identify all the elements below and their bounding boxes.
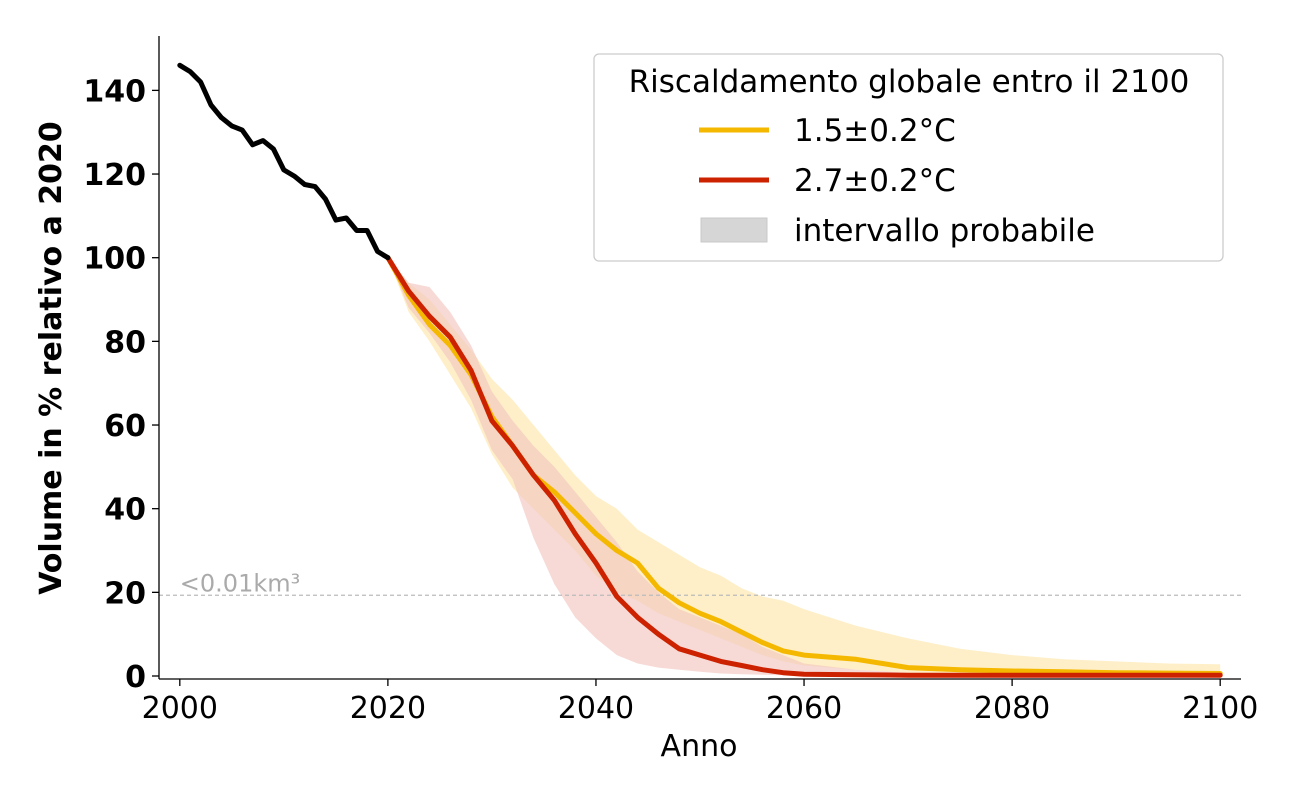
legend-frame	[593, 53, 1224, 262]
series-lines	[177, 62, 1223, 678]
y-axis-title: Volume in % relativo a 2020	[34, 121, 69, 595]
y-tick-label: 100	[83, 242, 146, 277]
y-ticks: 0 20 40 60 80 100 120 140	[83, 74, 159, 695]
x-tick-label: 2000	[142, 691, 218, 726]
y-tick-label: 120	[83, 158, 146, 193]
x-tick-label: 2100	[1182, 691, 1258, 726]
x-tick-label: 2080	[974, 691, 1050, 726]
y-tick-label: 40	[104, 493, 146, 528]
legend-label-2-7: 2.7±0.2°C	[794, 163, 956, 199]
legend-label-range: intervallo probabile	[794, 213, 1095, 249]
legend-label-1-5: 1.5±0.2°C	[794, 113, 956, 149]
y-tick-label: 20	[104, 576, 146, 611]
legend-swatch-range	[700, 217, 768, 243]
threshold-line-group: <0.01km³	[159, 569, 1241, 597]
x-axis-title: Anno	[661, 729, 738, 764]
x-tick-label: 2020	[350, 691, 426, 726]
legend: Riscaldamento globale entro il 2100 1.5±…	[593, 53, 1224, 262]
threshold-label: <0.01km³	[180, 569, 300, 597]
y-tick-label: 80	[104, 325, 146, 360]
y-tick-label: 60	[104, 409, 146, 444]
uncertainty-bands	[387, 257, 1221, 676]
band-2-7	[387, 257, 1221, 676]
y-tick-label: 0	[125, 660, 146, 695]
x-tick-label: 2060	[766, 691, 842, 726]
legend-title: Riscaldamento globale entro il 2100	[629, 64, 1190, 100]
x-ticks: 2000 2020 2040 2060 2080 2100	[142, 679, 1258, 726]
x-tick-label: 2040	[558, 691, 634, 726]
line-observed	[177, 62, 391, 261]
line-2-7	[385, 255, 1223, 678]
y-tick-label: 140	[83, 74, 146, 109]
